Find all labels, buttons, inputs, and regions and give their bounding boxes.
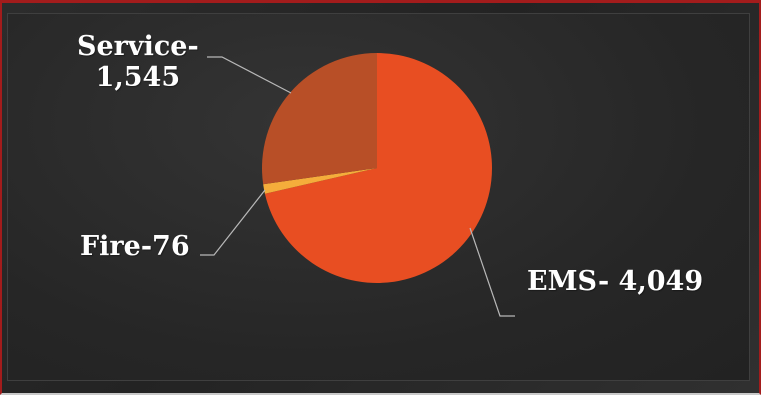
pie-slice-fire [263,168,377,194]
ems-data-label: EMS- 4,049 [527,266,704,297]
service-data-label: Service- 1,545 [77,31,199,93]
pie-slice-service [262,53,377,185]
fire-data-label: Fire-76 [80,231,190,262]
pie-slice-ems [264,53,492,283]
service-leader-line [207,56,292,94]
service-label-line2: 1,545 [95,62,181,93]
service-label-line1: Service- [77,31,199,62]
leader-lines [200,56,515,317]
fire-leader-line [200,189,266,256]
pie-slices [262,53,492,283]
ems-leader-line [469,227,515,317]
